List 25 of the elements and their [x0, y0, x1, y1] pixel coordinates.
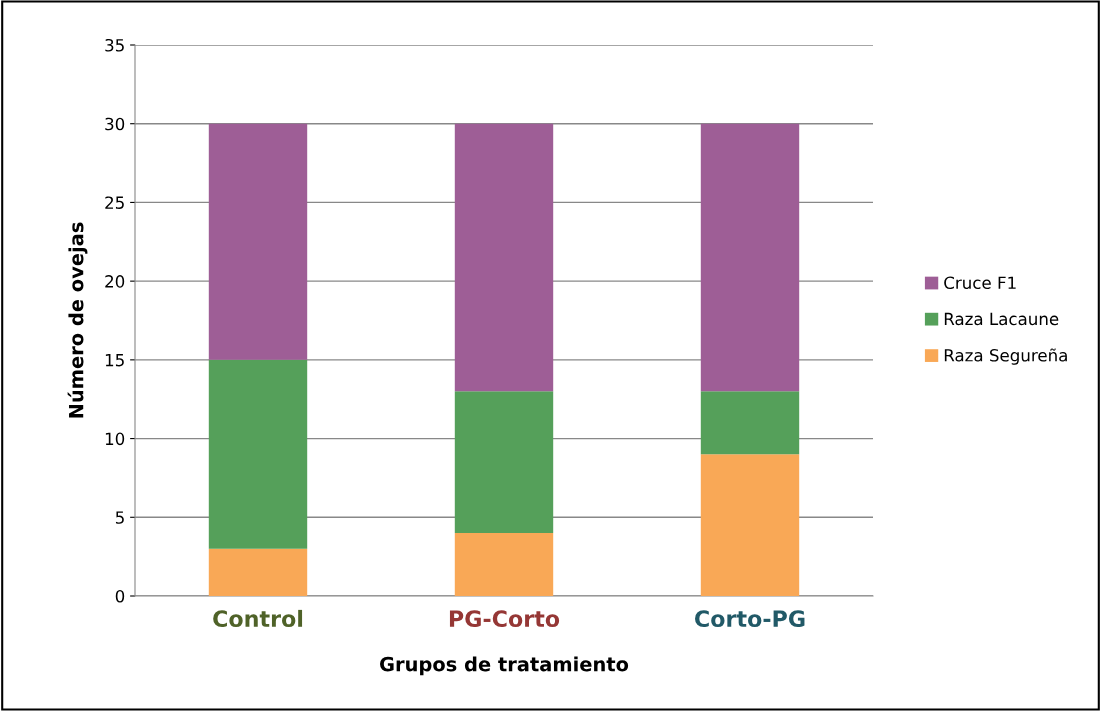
bar: [454, 123, 554, 392]
bar: [208, 548, 308, 596]
y-tick-label: 30: [105, 117, 125, 131]
legend-label: Cruce F1: [944, 276, 1016, 290]
y-axis-title: Número de ovejas: [67, 222, 88, 418]
bar: [700, 454, 800, 596]
y-tick-label: 15: [105, 354, 124, 367]
bar: [700, 391, 800, 455]
x-tick-label: PG-Corto: [449, 610, 560, 628]
legend-label: Raza Segureña: [944, 348, 1067, 365]
bar: [700, 123, 800, 392]
bar: [454, 533, 554, 596]
bar: [208, 123, 308, 360]
legend-label: Raza Lacaune: [944, 312, 1059, 326]
y-tick-label: 0: [115, 589, 125, 603]
bar: [208, 359, 308, 549]
bar: [454, 391, 554, 534]
x-axis-title: Grupos de tratamiento: [380, 656, 629, 676]
x-tick-label: Corto-PG: [695, 610, 805, 628]
x-tick-label: Control: [213, 609, 303, 628]
y-tick-label: 20: [105, 275, 125, 288]
y-tick-label: 10: [105, 432, 125, 446]
y-tick-label: 25: [105, 196, 124, 209]
y-tick-label: 5: [115, 511, 124, 524]
y-tick-label: 35: [105, 38, 124, 52]
